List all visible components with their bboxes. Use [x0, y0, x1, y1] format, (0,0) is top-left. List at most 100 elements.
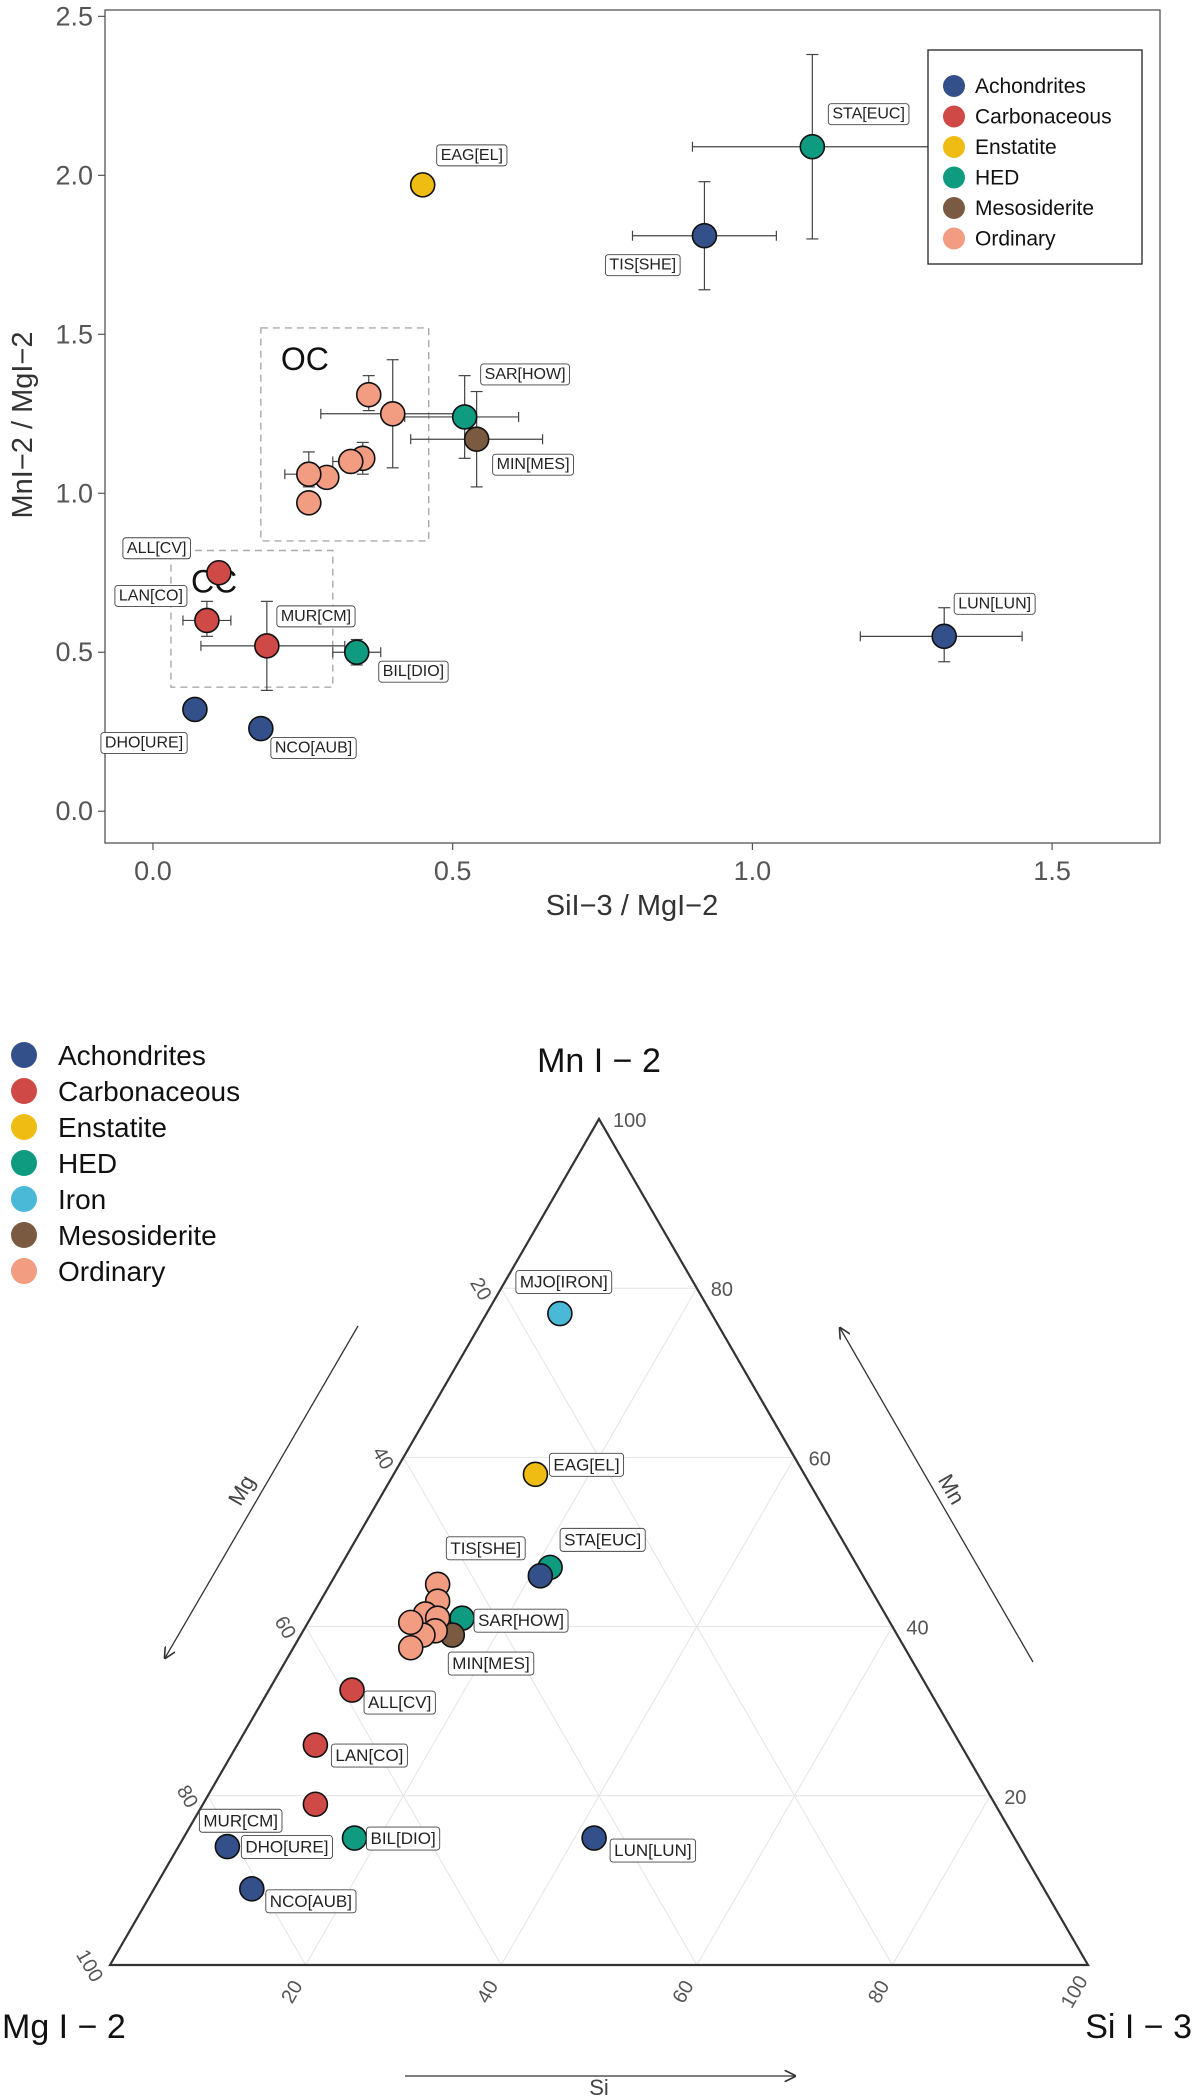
legend-swatch-ordinary — [943, 227, 965, 250]
data-point-mur-cm — [254, 633, 280, 659]
y-tick-label: 1.5 — [55, 319, 93, 349]
ternary-label-nco-aub: NCO[AUB] — [270, 1892, 352, 1911]
ternary-legend-swatch-mesosiderite — [11, 1222, 37, 1248]
legend-label-enstatite: Enstatite — [975, 136, 1057, 159]
data-point-lan-co — [194, 607, 220, 634]
data-point-ordinary — [337, 448, 364, 475]
point-label-all-cv: ALL[CV] — [127, 540, 187, 557]
legend-swatch-enstatite — [943, 136, 965, 158]
data-point-ordinary — [379, 400, 406, 427]
scatter-plot-frame — [104, 9, 1161, 844]
ternary-legend-swatch-hed — [11, 1150, 37, 1176]
ternary-point-ordinary — [397, 1609, 424, 1636]
mn-arrow-label: Mn — [933, 1470, 970, 1509]
data-point-lun-lun — [931, 623, 958, 650]
ternary-legend-swatch-ordinary — [11, 1258, 37, 1284]
ternary-label-box — [265, 1889, 357, 1914]
legend-swatch-carbonaceous — [943, 105, 965, 128]
ternary-legend-label-hed: HED — [58, 1148, 117, 1179]
mn-tick-label: 20 — [1004, 1787, 1026, 1809]
data-point-ordinary — [296, 461, 322, 487]
ternary-gridline-si — [891, 1795, 991, 1966]
point-label-box — [480, 363, 570, 386]
data-point-ordinary — [355, 381, 382, 408]
ternary-point-mjo-iron — [547, 1300, 573, 1327]
point-label-box — [100, 732, 188, 754]
mg-tick-label: 100 — [71, 1946, 107, 1986]
ternary-legend-swatch-enstatite — [11, 1114, 37, 1140]
point-label-box — [827, 103, 910, 126]
ternary-label-bil-dio: BIL[DIO] — [371, 1829, 436, 1848]
point-label-min-mes: MIN[MES] — [497, 456, 570, 473]
ternary-label-box — [366, 1826, 441, 1851]
ternary-points — [214, 1300, 607, 1902]
ternary-label-dho-ure: DHO[URE] — [245, 1838, 328, 1857]
data-point-min-mes — [463, 426, 490, 453]
mn-tick-label: 60 — [809, 1448, 831, 1470]
point-label-eag-el: EAG[EL] — [441, 147, 503, 164]
ternary-label-box — [330, 1743, 408, 1768]
ternary-tick-labels: 20 20 20 40 40 40 60 60 60 80 80 80 100 100 100 — [71, 1110, 1092, 2012]
si-arrow-label: Si — [589, 2075, 609, 2097]
point-label-bil-dio: BIL[DIO] — [383, 663, 444, 680]
ternary-label-mur-cm: MUR[CM] — [203, 1811, 278, 1830]
legend-label-achondrites: Achondrites — [975, 75, 1086, 98]
ternary-point-bil-dio — [341, 1825, 368, 1851]
mn-axis-arrow — [840, 1328, 1034, 1663]
ternary-legend-label-ordinary: Ordinary — [58, 1256, 165, 1287]
mn-tick-label: 80 — [711, 1279, 733, 1301]
scatter-point-labels: STA[EUC] TIS[SHE] EAG[EL] SAR[HOW] MIN[MES] A… — [100, 103, 1036, 759]
ternary-label-sta-euc: STA[EUC] — [564, 1530, 641, 1549]
ternary-legend-swatch-iron — [11, 1186, 37, 1212]
legend-label-hed: HED — [975, 167, 1019, 190]
ternary-label-min-mes: MIN[MES] — [452, 1654, 529, 1673]
point-label-box — [492, 453, 574, 476]
x-tick-label: 1.0 — [734, 856, 772, 886]
legend-swatch-mesosiderite — [943, 197, 965, 219]
data-point-ordinary — [296, 490, 322, 516]
data-point-sar-how — [451, 404, 478, 430]
ternary-label-all-cv: ALL[CV] — [368, 1693, 431, 1712]
ternary-label-box — [473, 1608, 569, 1633]
ternary-label-lan-co: LAN[CO] — [335, 1746, 403, 1765]
ternary-axis-arrows — [165, 1325, 1034, 2076]
ternary-gridline-si — [696, 1626, 893, 1966]
si-tick-label: 40 — [473, 1977, 503, 2007]
y-tick-label: 0.5 — [55, 637, 93, 667]
si-tick-label: 60 — [669, 1977, 699, 2007]
ternary-legend-label-mesosiderite: Mesosiderite — [58, 1220, 217, 1251]
ternary-label-box — [363, 1690, 436, 1715]
ternary-point-labels: MJO[IRON] EAG[EL] STA[EUC] TIS[SHE] SAR[HOW]… — [198, 1270, 697, 1914]
ternary-legend-label-carbonaceous: Carbonaceous — [58, 1076, 240, 1107]
point-label-box — [436, 144, 508, 167]
point-label-box — [122, 537, 191, 560]
point-label-dho-ure: DHO[URE] — [105, 734, 183, 751]
x-tick-label: 1.5 — [1033, 856, 1071, 886]
point-label-lan-co: LAN[CO] — [119, 587, 183, 604]
data-point-dho-ure — [182, 696, 208, 723]
ternary-legend-label-iron: Iron — [58, 1184, 106, 1215]
si-tick-label: 80 — [864, 1977, 894, 2007]
point-label-lun-lun: LUN[LUN] — [958, 595, 1031, 612]
scatter-points — [182, 133, 958, 742]
scatter-x-axis-label: SiI−3 / MgI−2 — [546, 890, 719, 922]
mg-axis-arrow — [165, 1325, 359, 1658]
legend-swatch-achondrites — [943, 75, 965, 97]
ternary-gridline-mg — [305, 1626, 502, 1966]
point-label-box — [276, 605, 356, 628]
ternary-point-ordinary — [397, 1634, 424, 1661]
x-tick-label: 0.5 — [434, 856, 472, 886]
ternary-point-dho-ure — [214, 1833, 241, 1860]
legend-label-carbonaceous: Carbonaceous — [975, 106, 1112, 129]
data-point-tis-she — [691, 222, 718, 249]
point-label-mur-cm: MUR[CM] — [281, 608, 351, 625]
y-tick-label: 0.0 — [55, 796, 93, 826]
ternary-right-label: Si I − 3 — [1085, 2008, 1192, 2046]
ternary-point-lun-lun — [581, 1825, 607, 1851]
ternary-label-sar-how: SAR[HOW] — [478, 1611, 564, 1630]
point-label-nco-aub: NCO[AUB] — [275, 740, 352, 757]
legend-swatch-hed — [943, 166, 965, 189]
ternary-point-lan-co — [302, 1732, 329, 1758]
ternary-point-eag-el — [522, 1461, 549, 1488]
